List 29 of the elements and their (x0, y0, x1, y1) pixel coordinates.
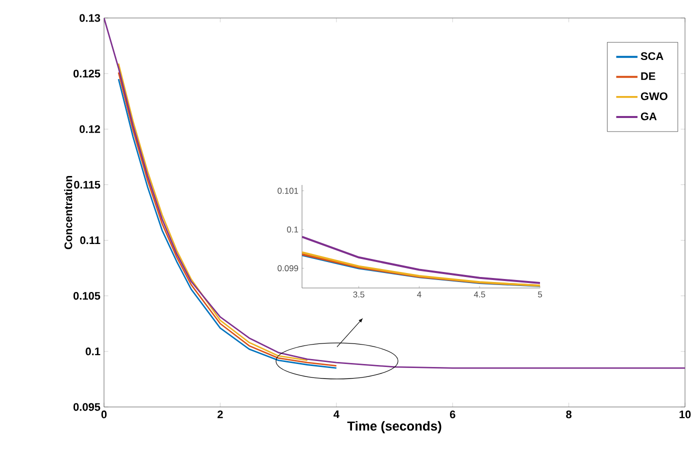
x-tick-label: 4.5 (474, 292, 486, 298)
x-axis-title: Time (seconds) (347, 421, 442, 434)
line-series (302, 236, 540, 284)
legend-label: SCA (640, 52, 664, 60)
x-tick-label: 4 (417, 292, 422, 298)
line-series (118, 62, 308, 362)
x-tick-label: 5 (538, 292, 542, 298)
x-tick-label: 3.5 (353, 292, 364, 298)
x-tick-label: 4 (334, 410, 340, 418)
x-tick-label: 6 (450, 410, 456, 418)
y-tick-label: 0.105 (74, 292, 100, 300)
x-tick-label: 10 (680, 410, 691, 418)
x-tick-label: 0 (101, 410, 107, 418)
y-tick-label: 0.101 (278, 188, 298, 194)
y-tick-label: 0.099 (278, 265, 298, 272)
legend-label: DE (641, 72, 656, 80)
y-tick-label: 0.11 (80, 236, 100, 244)
y-tick-label: 0.125 (74, 70, 100, 78)
y-axis-title: Concentration (64, 176, 72, 250)
x-tick-label: 8 (566, 410, 572, 418)
y-tick-label: 0.1 (287, 226, 298, 233)
y-tick-label: 0.1 (86, 348, 100, 356)
y-tick-label: 0.12 (80, 125, 100, 134)
legend-label: GWO (640, 92, 668, 100)
x-tick-label: 2 (218, 410, 223, 418)
y-tick-label: 0.095 (74, 403, 100, 411)
y-tick-label: 0.13 (80, 14, 100, 22)
legend-label: GA (640, 112, 657, 120)
y-tick-label: 0.115 (74, 180, 100, 189)
